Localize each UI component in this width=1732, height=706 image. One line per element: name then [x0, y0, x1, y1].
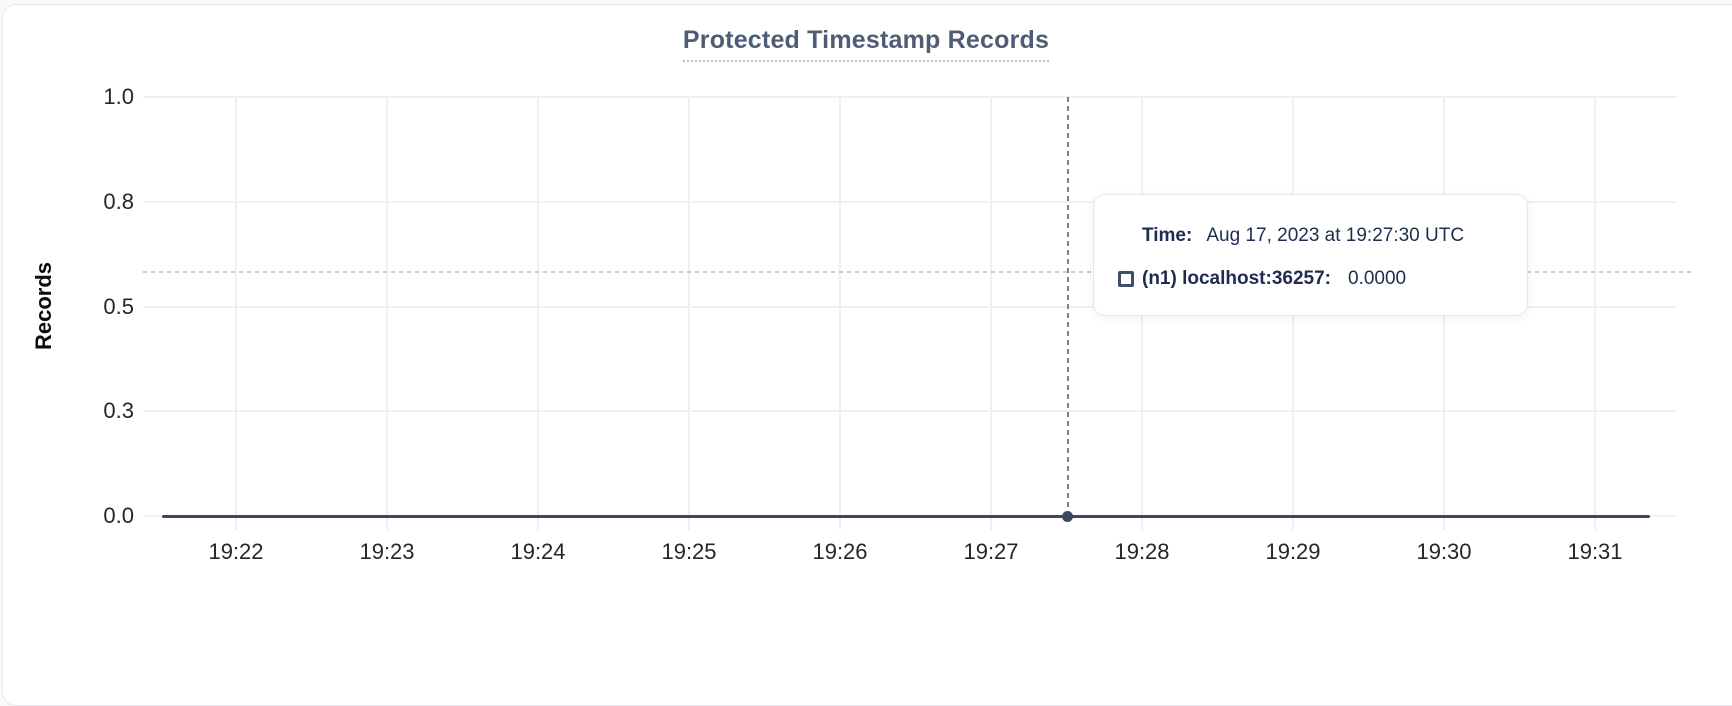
v-gridline [688, 97, 690, 530]
v-gridline [386, 97, 388, 530]
chart-tooltip: Time: Aug 17, 2023 at 19:27:30 UTC (n1) … [1093, 194, 1528, 316]
y-tick-label: 0.0 [103, 503, 134, 528]
x-tick-label: 19:26 [812, 539, 868, 564]
tooltip-time-label: Time: [1142, 225, 1193, 246]
v-gridline [1594, 97, 1596, 530]
chart-title[interactable]: Protected Timestamp Records [682, 26, 1050, 62]
v-gridline [235, 97, 237, 530]
x-tick-label: 19:31 [1567, 539, 1623, 564]
y-tick-label: 0.8 [103, 188, 134, 214]
tooltip-series-row: (n1) localhost:36257: 0.0000 [1094, 267, 1527, 291]
x-tick-label: 19:28 [1114, 539, 1170, 564]
x-tick-label: 19:25 [661, 539, 717, 564]
tooltip-series-label: (n1) localhost:36257: [1142, 268, 1331, 289]
y-tick-label: 0.3 [103, 398, 134, 424]
h-gridline [143, 96, 1677, 98]
crosshair-horizontal-line [143, 271, 1691, 273]
y-axis-title: Records [31, 261, 56, 351]
chart-header: Protected Timestamp Records [0, 26, 1732, 62]
v-gridline [990, 97, 992, 530]
x-tick-label: 19:23 [359, 539, 415, 564]
v-gridline [537, 97, 539, 530]
tooltip-series-value: 0.0000 [1348, 268, 1407, 289]
v-gridline [839, 97, 841, 530]
series-line [162, 515, 1650, 518]
y-tick-label: 1.0 [103, 84, 134, 109]
tooltip-time-value: Aug 17, 2023 at 19:27:30 UTC [1206, 225, 1465, 246]
hover-point-dot [1062, 511, 1073, 522]
h-gridline [143, 200, 1677, 203]
h-gridline [143, 410, 1677, 413]
crosshair-vertical-line [1067, 97, 1069, 516]
x-tick-label: 19:27 [963, 539, 1019, 564]
tooltip-time-row: Time: Aug 17, 2023 at 19:27:30 UTC [1094, 224, 1527, 248]
x-tick-label: 19:22 [208, 539, 264, 564]
chart-plot-area[interactable]: 1.0 0.8 0.5 0.3 0.0 19:22 19:23 19:24 19:25 19:2… [0, 0, 1732, 628]
x-tick-label: 19:29 [1265, 539, 1321, 564]
x-tick-label: 19:30 [1416, 539, 1472, 564]
x-tick-label: 19:24 [510, 539, 566, 564]
y-tick-label: 0.5 [103, 293, 134, 319]
series-legend-square-icon [1118, 271, 1134, 287]
h-gridline [143, 305, 1677, 308]
